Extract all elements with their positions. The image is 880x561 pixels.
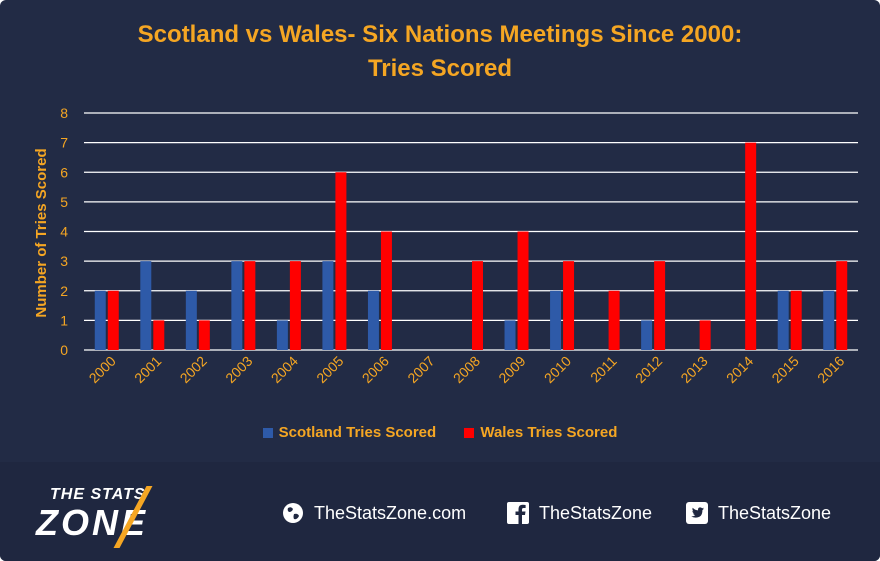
legend-label-wales: Wales Tries Scored [480, 424, 618, 441]
legend-swatch-scotland [262, 427, 273, 438]
twitter-text: TheStatsZone [718, 502, 832, 523]
globe-icon [282, 502, 304, 524]
scotland-bar-2006 [367, 290, 379, 350]
gridlines [84, 112, 858, 351]
chart-title-line1: Scotland vs Wales- Six Nations Meetings … [137, 21, 743, 48]
scotland-bar-2016 [823, 290, 835, 350]
wales-bar-2003 [244, 261, 256, 350]
x-tick-label: 2005 [313, 353, 346, 386]
logo-top-text: THE STATS [50, 486, 146, 503]
y-tick-label: 6 [60, 164, 68, 180]
twitter-icon [686, 502, 708, 524]
y-tick-label: 0 [60, 342, 68, 358]
wales-bar-2004 [289, 261, 301, 350]
x-tick-label: 2011 [587, 353, 620, 386]
facebook-link[interactable]: TheStatsZone [507, 502, 652, 524]
x-tick-label: 2007 [404, 353, 437, 386]
wales-bar-2002 [198, 320, 210, 350]
y-tick-labels: 0 1 2 3 4 5 6 7 8 [60, 105, 68, 358]
wales-bar-2014 [745, 142, 757, 350]
wales-bar-2006 [380, 231, 392, 350]
y-tick-label: 1 [60, 312, 68, 328]
scotland-bar-2009 [504, 320, 516, 350]
scotland-bar-2003 [231, 261, 243, 350]
x-tick-label: 2012 [632, 353, 665, 386]
scotland-bar-2001 [140, 261, 152, 350]
chart-title: Scotland vs Wales- Six Nations Meetings … [0, 18, 880, 86]
wales-bar-2012 [654, 261, 666, 350]
legend-item-scotland: Scotland Tries Scored [262, 424, 437, 441]
facebook-text: TheStatsZone [539, 502, 653, 523]
wales-bar-2013 [699, 320, 711, 350]
x-tick-labels: 2000 2001 2002 2003 2004 2005 2006 2007 2008 2009… [86, 353, 848, 386]
x-tick-label: 2016 [814, 353, 847, 386]
chart-subtitle: Tries Scored [367, 55, 513, 82]
y-tick-label: 4 [60, 224, 68, 240]
legend-label-scotland: Scotland Tries Scored [278, 424, 437, 441]
bars [94, 142, 848, 350]
scotland-bar-2002 [185, 290, 197, 350]
y-tick-label: 5 [60, 194, 68, 210]
x-tick-label: 2002 [177, 353, 210, 386]
x-tick-label: 2009 [495, 353, 528, 386]
x-tick-label: 2014 [723, 353, 756, 386]
stats-zone-logo: THE STATS ZONE [30, 486, 190, 548]
footer: THE STATS ZONE TheStatsZone.com TheStats… [0, 462, 880, 561]
website-text: TheStatsZone.com [314, 502, 467, 523]
legend-item-wales: Wales Tries Scored [464, 424, 617, 441]
wales-bar-2010 [563, 261, 575, 350]
wales-bar-2005 [335, 172, 347, 350]
x-tick-label: 2004 [268, 353, 301, 386]
wales-bar-2015 [790, 290, 802, 350]
wales-bar-2008 [472, 261, 483, 350]
facebook-icon [507, 502, 529, 524]
x-tick-label: 2010 [541, 353, 574, 386]
legend: Scotland Tries Scored Wales Tries Scored [0, 424, 880, 442]
scotland-bar-2015 [777, 290, 789, 350]
scotland-bar-2000 [94, 290, 106, 350]
x-tick-label: 2015 [768, 353, 801, 386]
legend-swatch-wales [464, 427, 475, 438]
y-tick-label: 8 [60, 105, 68, 121]
scotland-bar-2010 [550, 290, 562, 350]
x-tick-label: 2000 [86, 353, 119, 386]
y-tick-label: 7 [60, 135, 68, 151]
x-tick-label: 2006 [359, 353, 392, 386]
x-tick-label: 2001 [131, 353, 164, 386]
scotland-bar-2012 [641, 320, 653, 350]
scotland-bar-2004 [276, 320, 288, 350]
wales-bar-2011 [608, 290, 620, 350]
y-axis-label: Number of Tries Scored [33, 148, 50, 317]
x-tick-label: 2008 [450, 353, 483, 386]
twitter-link[interactable]: TheStatsZone [686, 502, 831, 524]
wales-bar-2000 [107, 290, 119, 350]
website-link[interactable]: TheStatsZone.com [282, 502, 466, 524]
y-tick-label: 2 [60, 283, 68, 299]
x-tick-label: 2003 [222, 353, 255, 386]
wales-bar-2009 [517, 231, 529, 350]
x-tick-label: 2013 [677, 353, 710, 386]
scotland-bar-2005 [322, 261, 334, 350]
y-tick-label: 3 [60, 253, 68, 269]
wales-bar-2001 [153, 320, 165, 350]
wales-bar-2016 [836, 261, 848, 350]
